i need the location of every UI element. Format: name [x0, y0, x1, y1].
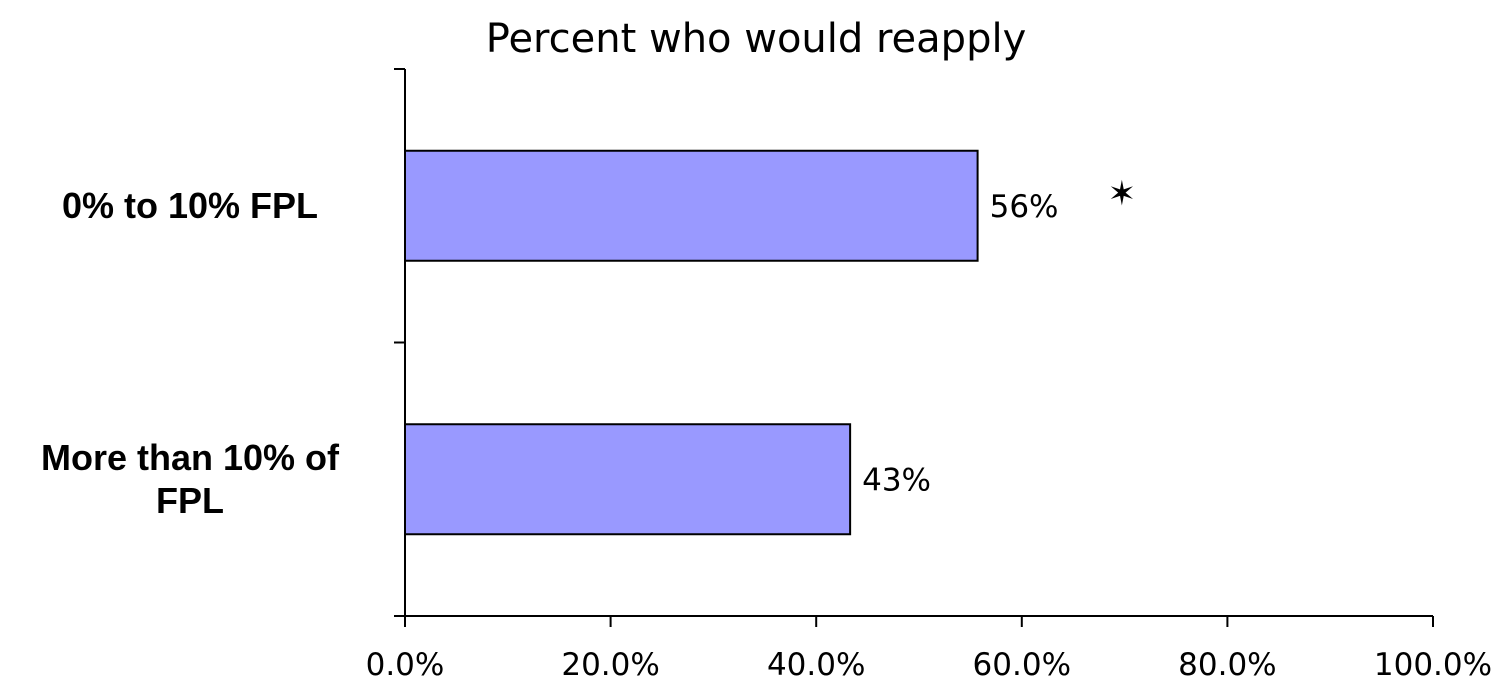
x-tick-label: 100.0% [1374, 647, 1492, 683]
bar [404, 423, 852, 536]
category-label: 0% to 10% FPL [62, 185, 318, 226]
x-tick-label: 0.0% [366, 647, 445, 683]
plot-area: 56% ✶ 0% to 10% FPL 43% More than 10% of FPL 0… [41, 68, 1492, 683]
category-label: More than 10% of FPL [41, 437, 340, 521]
bar [404, 149, 979, 262]
chart-title: Percent who would reapply [486, 16, 1027, 62]
x-tick-label: 80.0% [1178, 647, 1276, 683]
x-tick-label: 60.0% [973, 647, 1071, 683]
x-tick-label: 40.0% [767, 647, 865, 683]
significance-star-icon: ✶ [1108, 174, 1137, 214]
data-label: 56% [990, 189, 1059, 225]
x-tick-label: 20.0% [561, 647, 659, 683]
data-label: 43% [862, 462, 931, 498]
